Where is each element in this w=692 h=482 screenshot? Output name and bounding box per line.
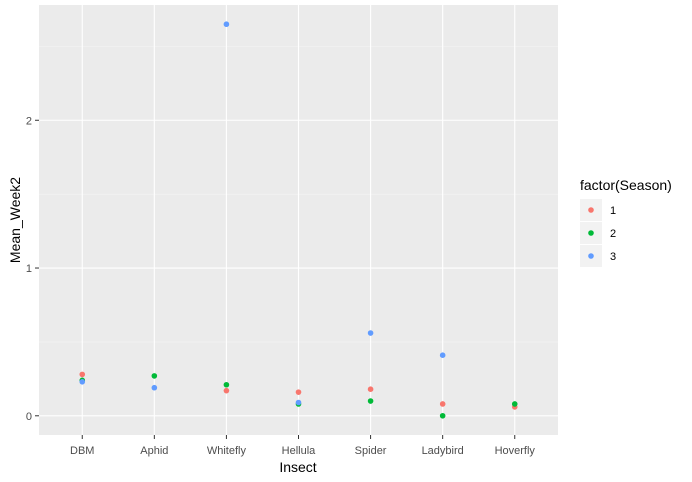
x-tick-label: Spider bbox=[355, 445, 387, 457]
point-season-2-spider bbox=[367, 398, 374, 404]
point-season-2-hoverfly bbox=[511, 401, 518, 407]
x-axis-title: Insect bbox=[279, 459, 316, 475]
point-season-1-hellula bbox=[295, 389, 302, 395]
legend: factor(Season) 1 2 3 bbox=[580, 177, 672, 267]
point-season-1-ladybird bbox=[439, 401, 446, 407]
legend-label: 3 bbox=[610, 251, 616, 263]
point-season-3-hellula bbox=[295, 399, 302, 406]
point-season-3-whitefly bbox=[223, 21, 230, 28]
x-tick-label: Whitefly bbox=[207, 445, 247, 457]
y-tick-label: 2 bbox=[26, 115, 32, 127]
x-tick-label: DBM bbox=[70, 445, 94, 457]
point-season-2-ladybird bbox=[439, 412, 446, 419]
point-season-1-dbm bbox=[79, 371, 86, 378]
point-season-2-whitefly bbox=[223, 381, 230, 388]
point-season-3-ladybird bbox=[439, 352, 446, 359]
y-axis-ticks: 0 1 2 bbox=[26, 115, 39, 423]
point-season-2-aphid bbox=[151, 373, 158, 379]
legend-title: factor(Season) bbox=[580, 177, 672, 193]
data-points bbox=[79, 21, 518, 419]
point-season-1-whitefly bbox=[223, 387, 230, 394]
grid bbox=[39, 5, 558, 435]
point-season-1-spider bbox=[367, 386, 374, 392]
x-tick-label: Hellula bbox=[282, 445, 317, 457]
legend-key-point bbox=[588, 230, 594, 236]
legend-label: 2 bbox=[610, 228, 616, 240]
point-season-3-dbm bbox=[79, 379, 86, 385]
x-tick-label: Aphid bbox=[140, 445, 168, 457]
legend-key-point bbox=[588, 253, 594, 259]
x-tick-label: Ladybird bbox=[422, 445, 464, 457]
x-tick-label: Hoverfly bbox=[495, 445, 536, 457]
point-season-3-aphid bbox=[151, 384, 158, 391]
legend-item-3: 3 bbox=[580, 245, 616, 267]
legend-item-1: 1 bbox=[580, 199, 616, 221]
legend-label: 1 bbox=[610, 205, 616, 217]
x-axis-ticks: DBM Aphid Whitefly Hellula Spider Ladybird Hov… bbox=[70, 435, 535, 457]
legend-key-point bbox=[588, 207, 594, 213]
y-tick-label: 0 bbox=[26, 411, 32, 423]
y-axis-title: Mean_Week2 bbox=[7, 177, 23, 263]
legend-item-2: 2 bbox=[580, 222, 616, 244]
point-season-3-spider bbox=[367, 330, 374, 336]
y-tick-label: 1 bbox=[26, 263, 32, 275]
